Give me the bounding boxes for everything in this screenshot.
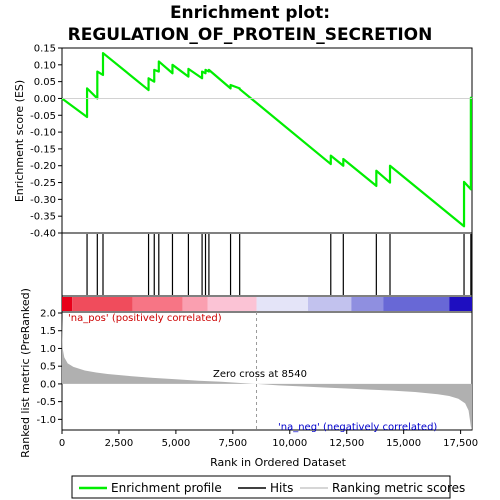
es-tick-label-3: 0.00 xyxy=(34,94,56,105)
es-tick-label-8: -0.25 xyxy=(30,178,56,189)
es-tick-label-10: -0.35 xyxy=(30,212,56,223)
legend-hits-label: Hits xyxy=(270,481,293,495)
legend-box xyxy=(71,475,451,499)
x-axis-label: Rank in Ordered Dataset xyxy=(210,456,347,469)
x-tick-label-5: 12,500 xyxy=(329,438,364,449)
enrichment-profile-series xyxy=(61,51,473,228)
es-tick-label-2: 0.05 xyxy=(34,77,56,88)
legend: Enrichment profile Hits Ranking metric s… xyxy=(71,475,465,499)
metric-tick-label-3: 0.5 xyxy=(40,362,56,373)
zero-cross-label: Zero cross at 8540 xyxy=(213,369,307,380)
metric-axis-label: Ranked list metric (PreRanked) xyxy=(19,288,32,458)
es-tick-label-11: -0.40 xyxy=(30,229,56,240)
metric-tick-label-6: -1.0 xyxy=(36,415,56,426)
x-tick-label-1: 2,500 xyxy=(105,438,134,449)
heatmap-band-2 xyxy=(132,297,183,311)
heatmap-band-5 xyxy=(256,297,308,311)
es-tick-label-0: 0.15 xyxy=(34,44,56,55)
chart-title-line-2: REGULATION_OF_PROTEIN_SECRETION xyxy=(68,25,433,45)
es-tick-label-1: 0.10 xyxy=(34,60,56,71)
es-tick-label-9: -0.30 xyxy=(30,195,56,206)
pos-correlated-label: 'na_pos' (positively correlated) xyxy=(68,313,222,324)
es-tick-label-4: -0.05 xyxy=(30,111,56,122)
x-tick-label-2: 5,000 xyxy=(162,438,191,449)
heatmap-bar xyxy=(62,297,472,311)
legend-profile-label: Enrichment profile xyxy=(111,481,222,495)
chart-title-line-1: Enrichment plot: xyxy=(170,3,330,23)
es-axis-label: Enrichment score (ES) xyxy=(13,80,26,202)
metric-tick-label-0: 2.0 xyxy=(40,309,56,320)
heatmap-band-0 xyxy=(62,297,73,311)
neg-correlated-label: 'na_neg' (negatively correlated) xyxy=(278,422,437,433)
heatmap-band-8 xyxy=(383,297,450,311)
ranking-metric-area xyxy=(62,312,472,430)
heatmap-band-1 xyxy=(72,297,133,311)
heatmap-band-7 xyxy=(351,297,384,311)
es-tick-label-5: -0.10 xyxy=(30,128,56,139)
heatmap-band-9 xyxy=(449,297,472,311)
x-tick-label-7: 17,500 xyxy=(443,438,478,449)
legend-metric-label: Ranking metric scores xyxy=(332,481,465,495)
metric-tick-label-4: 0.0 xyxy=(40,379,56,390)
x-tick-label-0: 0 xyxy=(59,438,65,449)
axes: 0.150.100.050.00-0.05-0.10-0.15-0.20-0.2… xyxy=(30,44,478,450)
hits-panel xyxy=(61,232,473,297)
metric-panel xyxy=(61,311,473,431)
enrichment-profile-line xyxy=(61,51,473,228)
x-tick-label-6: 15,000 xyxy=(386,438,421,449)
x-tick-label-3: 7,500 xyxy=(219,438,248,449)
metric-tick-label-1: 1.5 xyxy=(40,326,56,337)
heatmap-band-6 xyxy=(308,297,352,311)
hit-lines xyxy=(86,234,472,295)
heatmap-band-3 xyxy=(182,297,208,311)
es-tick-label-6: -0.15 xyxy=(30,144,56,155)
metric-tick-label-5: -0.5 xyxy=(36,397,56,408)
heatmap-band-4 xyxy=(207,297,257,311)
es-panel xyxy=(61,47,473,234)
es-tick-label-7: -0.20 xyxy=(30,161,56,172)
x-tick-label-4: 10,000 xyxy=(272,438,307,449)
metric-tick-label-2: 1.0 xyxy=(40,344,56,355)
